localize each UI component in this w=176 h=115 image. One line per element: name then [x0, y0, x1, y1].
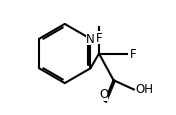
Text: N: N: [86, 33, 95, 46]
Text: F: F: [130, 48, 137, 60]
Text: O: O: [99, 88, 108, 101]
Text: OH: OH: [135, 82, 153, 95]
Text: F: F: [96, 32, 102, 45]
